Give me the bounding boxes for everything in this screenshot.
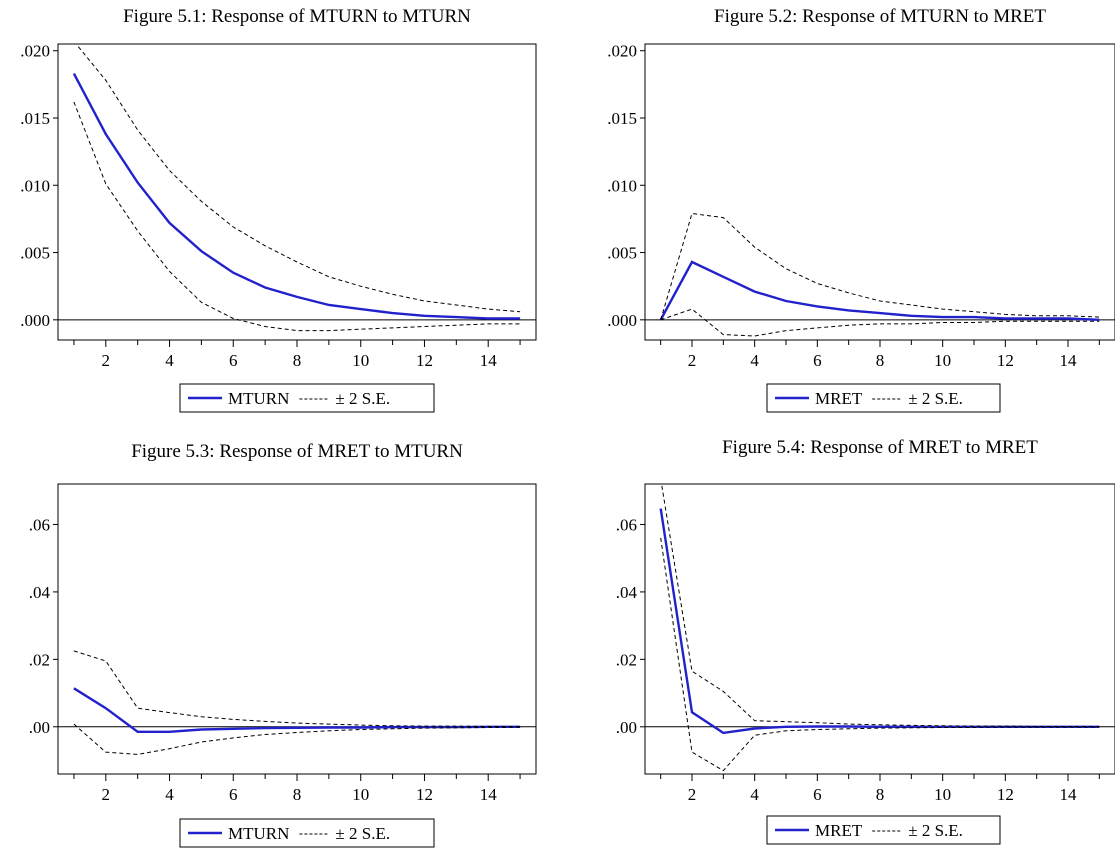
plot-area	[73, 650, 521, 755]
x-tick-label: 10	[352, 785, 369, 804]
y-tick-label: .04	[616, 583, 638, 602]
y-tick-label: .00	[616, 718, 637, 737]
upper-band-line	[660, 212, 1100, 320]
legend-box	[179, 818, 435, 848]
legend: MTURN ± 2 S.E.	[179, 383, 435, 413]
x-tick-label: 6	[229, 351, 238, 370]
chart-title: Figure 5.4: Response of MRET to MRET	[722, 437, 1038, 458]
chart-panel-1: Figure 5.1: Response of MTURN to MTURN .0…	[20, 6, 537, 413]
y-tick-label: .020	[20, 42, 50, 61]
legend-band-label: ± 2 S.E.	[335, 824, 390, 843]
plot-frame	[644, 43, 1115, 341]
y-tick-label: .06	[29, 515, 50, 534]
legend-band-label: ± 2 S.E.	[908, 389, 963, 408]
y-tick-label: .020	[607, 42, 637, 61]
x-tick-label: 8	[876, 785, 885, 804]
legend-band-label: ± 2 S.E.	[335, 389, 390, 408]
x-tick-label: 2	[688, 351, 697, 370]
x-tick-label: 4	[165, 785, 174, 804]
plot-frame	[644, 483, 1115, 775]
lower-band-line	[73, 723, 521, 755]
chart-panel-4: Figure 5.4: Response of MRET to MRET .00.…	[616, 437, 1115, 845]
x-tick-label: 6	[229, 785, 238, 804]
upper-band-line	[73, 650, 521, 727]
x-tick-label: 4	[750, 351, 759, 370]
x-tick-label: 12	[416, 785, 433, 804]
y-tick-label: .015	[20, 109, 50, 128]
plot-frame	[57, 483, 537, 775]
x-tick-label: 6	[813, 351, 822, 370]
y-tick-label: .005	[607, 244, 637, 263]
y-tick-label: .000	[20, 311, 50, 330]
x-tick-label: 14	[480, 785, 498, 804]
x-tick-label: 8	[876, 351, 885, 370]
response-line	[659, 260, 1100, 321]
x-tick-label: 10	[352, 351, 369, 370]
y-tick-label: .04	[29, 583, 51, 602]
plot-frame	[57, 43, 537, 341]
y-tick-label: .000	[607, 311, 637, 330]
y-tick-label: .02	[29, 650, 50, 669]
x-tick-label: 12	[416, 351, 433, 370]
legend: MRET ± 2 S.E.	[766, 383, 1001, 413]
x-tick-label: 10	[934, 785, 951, 804]
x-tick-label: 8	[293, 785, 302, 804]
chart-panel-3: Figure 5.3: Response of MRET to MTURN .00…	[29, 441, 537, 848]
chart-panel-2: Figure 5.2: Response of MTURN to MRET .00…	[607, 6, 1115, 413]
x-tick-label: 2	[102, 785, 111, 804]
y-tick-label: .00	[29, 718, 50, 737]
x-tick-label: 14	[480, 351, 498, 370]
upper-band-line	[75, 44, 521, 313]
y-tick-label: .015	[607, 109, 637, 128]
legend-line-label: MRET	[815, 389, 863, 408]
x-tick-label: 12	[997, 785, 1014, 804]
x-tick-label: 14	[1060, 785, 1078, 804]
upper-band-line	[661, 484, 1100, 727]
y-tick-label: .06	[616, 515, 637, 534]
response-line	[73, 687, 521, 733]
response-line	[659, 508, 1100, 735]
chart-title: Figure 5.3: Response of MRET to MTURN	[131, 441, 463, 462]
y-tick-label: .010	[20, 176, 50, 195]
x-tick-label: 2	[102, 351, 111, 370]
plot-area	[659, 212, 1100, 337]
legend: MRET ± 2 S.E.	[766, 815, 1001, 845]
x-tick-label: 4	[750, 785, 759, 804]
response-line	[72, 73, 521, 320]
legend-line-label: MTURN	[228, 389, 289, 408]
lower-band-line	[73, 101, 521, 332]
y-tick-label: .005	[20, 244, 50, 263]
lower-band-line	[660, 537, 1100, 772]
plot-area	[659, 484, 1100, 772]
x-tick-label: 4	[165, 351, 174, 370]
legend-box	[179, 383, 435, 413]
x-tick-label: 6	[813, 785, 822, 804]
legend-band-label: ± 2 S.E.	[908, 821, 963, 840]
legend-line-label: MRET	[815, 821, 863, 840]
x-tick-label: 14	[1060, 351, 1078, 370]
chart-title: Figure 5.1: Response of MTURN to MTURN	[123, 6, 471, 27]
x-tick-label: 8	[293, 351, 302, 370]
y-tick-label: .02	[616, 650, 637, 669]
x-tick-label: 2	[688, 785, 697, 804]
legend: MTURN ± 2 S.E.	[179, 818, 435, 848]
x-tick-label: 12	[997, 351, 1014, 370]
y-tick-label: .010	[607, 176, 637, 195]
chart-title: Figure 5.2: Response of MTURN to MRET	[714, 6, 1046, 27]
legend-line-label: MTURN	[228, 824, 289, 843]
plot-area	[72, 44, 521, 332]
x-tick-label: 10	[934, 351, 951, 370]
